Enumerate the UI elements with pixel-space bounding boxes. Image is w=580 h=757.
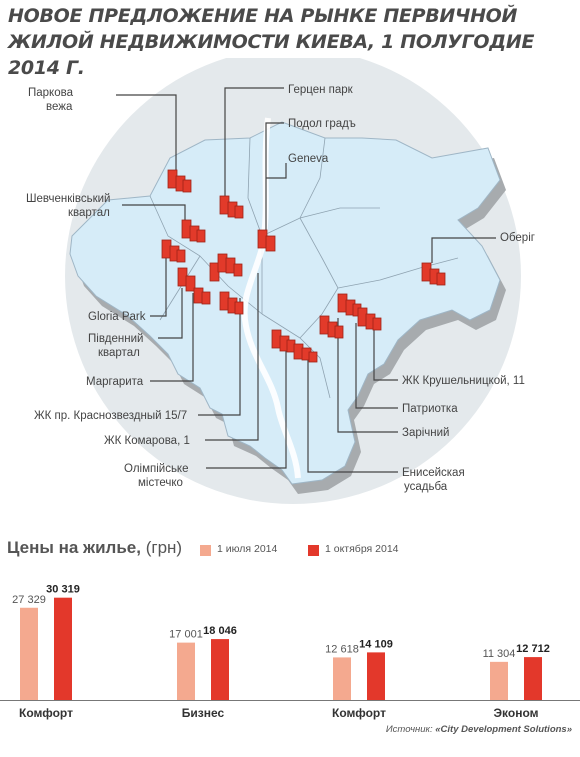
label-zarichny: Зарічний <box>402 427 449 439</box>
label-olimp-2: містечко <box>138 477 183 489</box>
prices-title-unit: (грн) <box>145 538 183 557</box>
label-krush: ЖК Крушельницкой, 11 <box>402 375 525 387</box>
label-geneva: Geneva <box>288 153 329 165</box>
bar-july-3 <box>490 661 508 700</box>
map-city <box>69 121 501 485</box>
data-label-october-2: 14 109 <box>359 638 393 650</box>
source-prefix: Источник: <box>385 724 433 735</box>
building-icon <box>167 169 192 193</box>
data-label-october-3: 12 712 <box>516 643 550 655</box>
bar-october-1 <box>211 639 229 700</box>
category-label-1: Бизнес <box>182 706 225 720</box>
source-name: «City Development Solutions» <box>435 724 572 735</box>
bar-october-2 <box>367 652 385 700</box>
label-gloria: Gloria Park <box>88 311 146 323</box>
building-icon <box>293 343 318 363</box>
title-line-2: ЖИЛОЙ НЕДВИЖИМОСТИ КИЕВА, 1 ПОЛУГОДИЕ 20… <box>8 31 535 79</box>
building-markers <box>161 169 446 363</box>
category-label-2: Комфорт <box>332 706 386 720</box>
label-parkova-1: Паркова <box>28 87 74 99</box>
label-olimp-1: Олімпійське <box>124 463 189 475</box>
title-line-1: НОВОЕ ПРЕДЛОЖЕНИЕ НА РЫНКЕ ПЕРВИЧНОЙ <box>8 5 518 27</box>
label-parkova-2: вежа <box>46 101 73 113</box>
data-label-july-3: 11 304 <box>483 648 516 660</box>
bar-july-2 <box>333 657 351 700</box>
prices-title: Цены на жилье, (грн) <box>7 538 182 558</box>
data-label-october-0: 30 319 <box>46 584 80 596</box>
building-icon <box>219 195 244 219</box>
data-label-october-1: 18 046 <box>203 625 237 637</box>
legend-swatch-october <box>308 545 319 556</box>
label-enisey-1: Енисейская <box>402 467 465 479</box>
legend-label-october: 1 октября 2014 <box>325 543 399 555</box>
label-enisey-2: усадьба <box>404 481 448 493</box>
data-label-july-1: 17 001 <box>169 629 203 641</box>
building-icon <box>161 239 186 263</box>
building-icon <box>177 267 211 305</box>
label-shevchenko-2: квартал <box>68 207 110 219</box>
label-patriotka: Патриотка <box>402 403 458 415</box>
legend-swatch-july <box>200 545 211 556</box>
kyiv-map: Паркова вежа Герцен парк Подол градъ Gen… <box>26 58 535 504</box>
bar-october-0 <box>54 597 72 700</box>
building-icon <box>337 293 362 317</box>
label-komarova: ЖК Комарова, 1 <box>104 435 190 447</box>
source-note: Источник: «City Development Solutions» <box>386 724 572 735</box>
building-icon <box>319 315 344 339</box>
label-krasnozv: ЖК пр. Краснозвездный 15/7 <box>34 410 187 422</box>
category-label-0: Комфорт <box>19 706 73 720</box>
building-icon <box>421 262 446 286</box>
building-icon <box>357 307 382 331</box>
category-label-3: Эконом <box>493 706 538 720</box>
label-shevchenko-1: Шевченківський <box>26 193 110 205</box>
chart-title: НОВОЕ ПРЕДЛОЖЕНИЕ НА РЫНКЕ ПЕРВИЧНОЙ ЖИЛ… <box>8 3 574 81</box>
prices-title-bold: Цены на жилье, <box>7 538 141 557</box>
building-icon <box>257 229 276 252</box>
label-margarita: Маргарита <box>86 376 144 388</box>
map-labels: Паркова вежа Герцен парк Подол градъ Gen… <box>26 84 535 493</box>
district-borders <box>149 137 459 399</box>
data-label-july-0: 27 329 <box>12 594 46 606</box>
label-pivdenny-2: квартал <box>98 347 140 359</box>
bar-october-3 <box>524 657 542 700</box>
label-pivdenny-1: Південний <box>88 333 143 345</box>
bar-july-0 <box>20 607 38 700</box>
label-gertsen: Герцен парк <box>288 84 354 96</box>
label-podol: Подол градъ <box>288 118 356 130</box>
legend-label-july: 1 июля 2014 <box>217 543 278 555</box>
label-oberig: Оберіг <box>500 232 535 244</box>
building-icon <box>181 219 206 243</box>
leader-lines <box>116 87 496 473</box>
data-label-july-2: 12 618 <box>325 643 359 655</box>
building-icon <box>219 291 244 315</box>
bar-july-1 <box>177 642 195 700</box>
building-icon <box>209 253 243 282</box>
